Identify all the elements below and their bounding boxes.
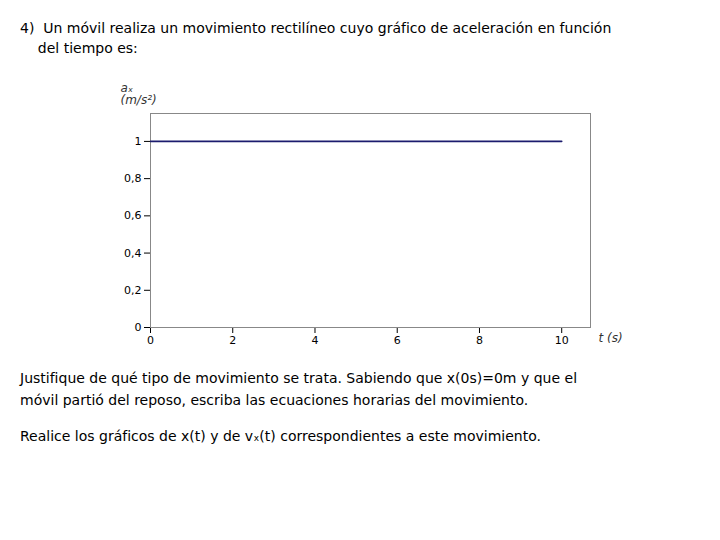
html-text:móvil partió del reposo, escri: móvil partió del reposo, escriba las ecu…	[20, 392, 529, 408]
svg-text:8: 8	[476, 334, 483, 347]
svg-text:0,2: 0,2	[124, 283, 142, 296]
html-text:Justifique de qué tipo de movi: Justifique de qué tipo de movimiento se …	[20, 369, 577, 386]
svg-text:0,8: 0,8	[124, 172, 142, 185]
svg-text:0: 0	[135, 321, 142, 334]
svg-text:6: 6	[394, 334, 401, 347]
html-text:Realice los gráficos de x(t) y: Realice los gráficos de x(t) y de vₓ(t) …	[20, 428, 541, 445]
svg-text:0,6: 0,6	[124, 209, 142, 222]
svg-text:4: 4	[311, 334, 318, 347]
html-text:4) Un móvil realiza un movimie: 4) Un móvil realiza un movimiento rectil…	[20, 20, 612, 57]
svg-text:0,4: 0,4	[124, 246, 142, 259]
svg-text:1: 1	[135, 135, 142, 148]
svg-text:t (s): t (s)	[599, 331, 623, 345]
svg-text:10: 10	[555, 334, 569, 347]
svg-text:aₓ(m/s²): aₓ(m/s²)	[121, 80, 157, 106]
svg-text:2: 2	[229, 334, 236, 347]
svg-text:0: 0	[147, 334, 154, 347]
